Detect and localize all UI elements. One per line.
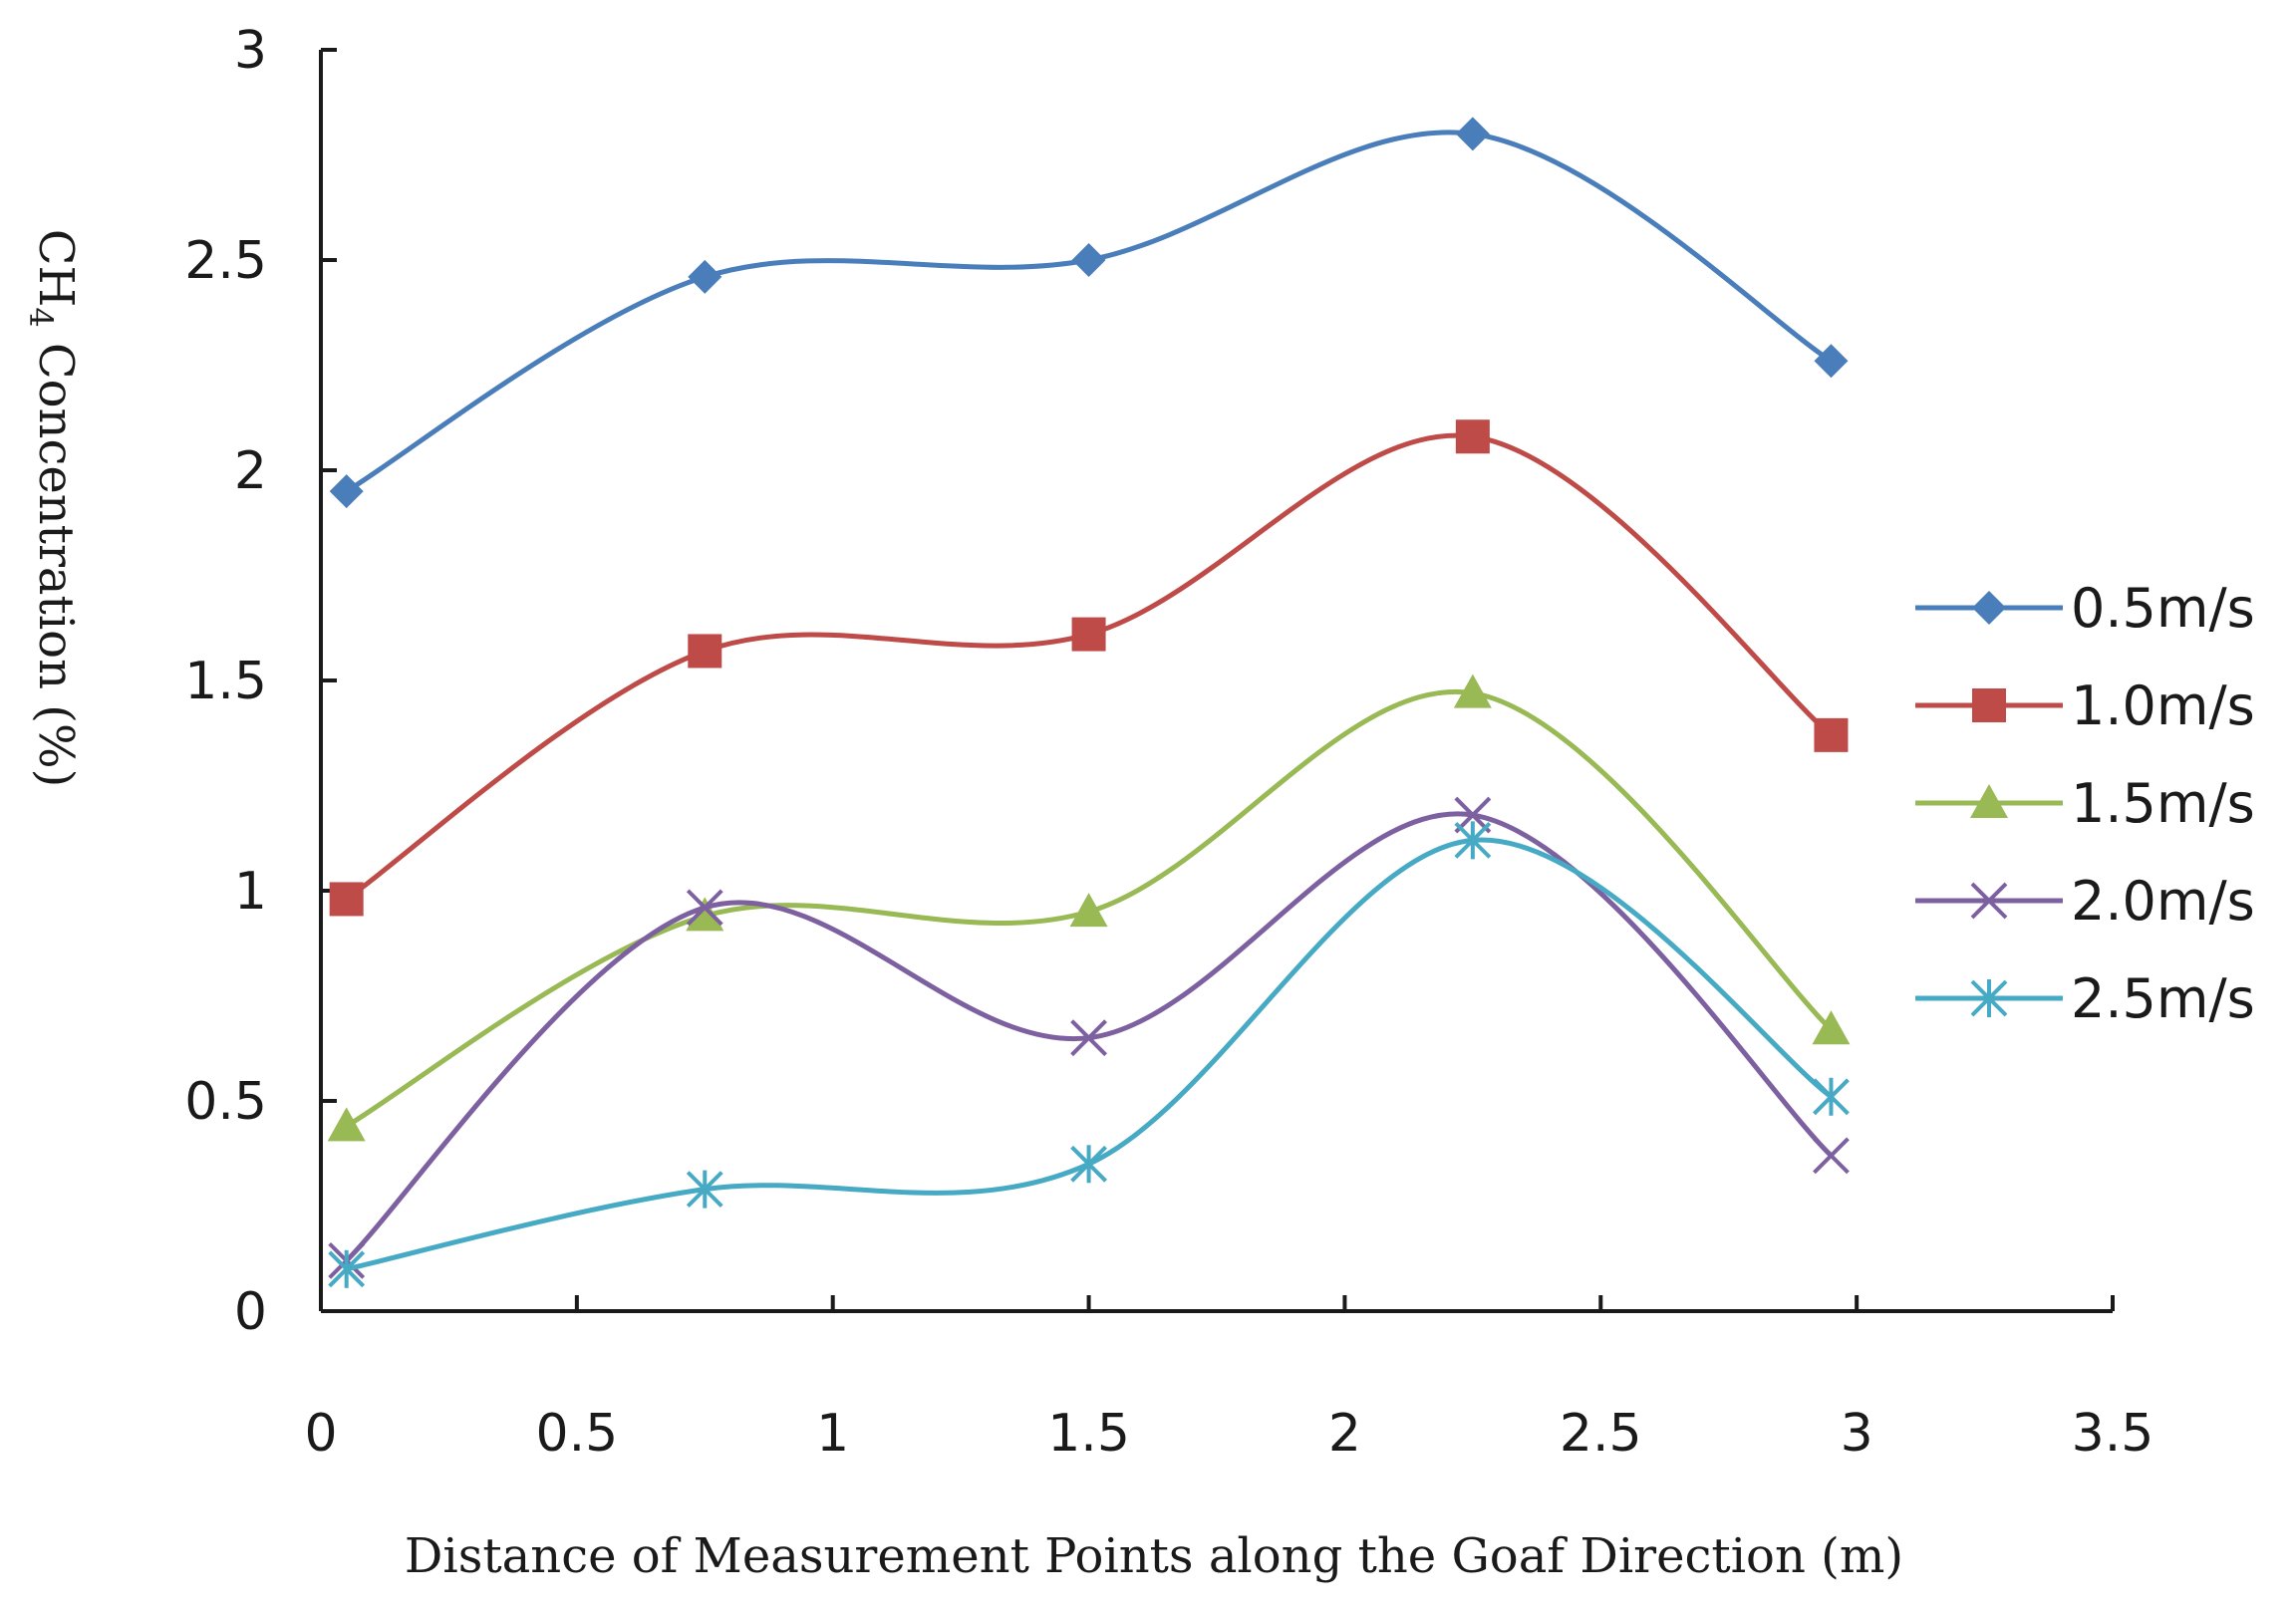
data-point	[1070, 1145, 1107, 1184]
series-1.0m/s	[329, 419, 1849, 917]
legend-item: 1.0m/s	[1915, 674, 2255, 737]
x-tick-label: 1.5	[1047, 1404, 1130, 1464]
y-axis-title-subscript: 4	[22, 307, 60, 327]
series-line	[345, 130, 1833, 494]
data-point	[1069, 893, 1108, 928]
y-axis-title-suffix: Concentration (%)	[28, 328, 84, 788]
series-2.5m/s	[328, 821, 1850, 1288]
data-point	[686, 897, 724, 932]
data-point	[329, 474, 364, 509]
x-tick-label: 1	[816, 1404, 849, 1464]
x-tick-label: 3.5	[2072, 1404, 2154, 1464]
legend-label: 2.5m/s	[2071, 967, 2255, 1030]
data-point	[1814, 717, 1849, 752]
legend-marker	[1970, 979, 2008, 1017]
data-point	[1070, 1019, 1107, 1057]
x-axis-title: Distance of Measurement Points along the…	[405, 1528, 1903, 1584]
data-point	[1814, 344, 1849, 379]
legend-item: 2.5m/s	[1915, 967, 2255, 1030]
data-point	[327, 1107, 366, 1142]
y-axis-title-prefix: CH	[28, 229, 84, 308]
legend-marker	[1970, 882, 2008, 920]
y-tick-label: 0.5	[184, 1072, 267, 1132]
y-tick-label: 3	[234, 21, 267, 81]
legend-label: 1.0m/s	[2071, 674, 2255, 737]
x-tick-label: 0	[304, 1404, 337, 1464]
legend-marker	[1972, 591, 2006, 625]
data-point	[1812, 1010, 1851, 1045]
data-point	[328, 1249, 366, 1288]
y-tick-label: 1.5	[184, 652, 267, 711]
legend-label: 2.0m/s	[2071, 870, 2255, 933]
series-line	[345, 432, 1834, 902]
data-point	[688, 259, 722, 294]
series-layer	[327, 117, 1851, 1288]
x-tick-label: 0.5	[536, 1404, 619, 1464]
legend-item: 2.0m/s	[1915, 870, 2255, 933]
series-2.0m/s	[328, 796, 1850, 1279]
legend-item: 1.5m/s	[1915, 772, 2255, 835]
marker-stroke	[1970, 882, 2008, 920]
data-point	[1813, 1137, 1850, 1175]
legend: 0.5m/s 1.0m/s 1.5m/s 2.0m/s 2.5m/s	[1915, 577, 2255, 1030]
axes: 0 0.5 1 1.5 2 2.5 3 0 0.5 1 1.5 2 2.5 3 3.5	[184, 21, 2153, 1464]
data-point	[686, 1170, 723, 1209]
data-point	[1455, 117, 1490, 151]
series-line	[345, 688, 1834, 1129]
series-1.5m/s	[327, 674, 1851, 1142]
legend-marker	[1970, 784, 2008, 818]
marker-stroke	[1813, 1137, 1850, 1175]
data-point	[1454, 821, 1492, 860]
data-point	[1813, 1077, 1850, 1116]
data-point	[329, 882, 364, 917]
x-tick-label: 3	[1841, 1404, 1873, 1464]
marker-stroke	[1070, 1019, 1107, 1057]
y-tick-label: 0	[234, 1282, 267, 1342]
legend-marker	[1972, 688, 2006, 722]
y-axis-title: CH4 Concentration (%)	[22, 229, 84, 788]
y-tick-label: 2.5	[184, 231, 267, 291]
y-tick-label: 2	[234, 441, 267, 501]
data-point	[1071, 243, 1106, 277]
marker-stroke	[686, 889, 723, 927]
series-0.5m/s	[329, 117, 1849, 509]
legend-label: 1.5m/s	[2071, 772, 2255, 835]
data-point	[1455, 419, 1490, 454]
data-point	[688, 634, 722, 669]
data-point	[1071, 617, 1106, 652]
x-tick-label: 2	[1328, 1404, 1361, 1464]
x-tick-label: 2.5	[1560, 1404, 1642, 1464]
y-tick-label: 1	[234, 862, 267, 922]
legend-item: 0.5m/s	[1915, 577, 2255, 640]
data-point	[1453, 674, 1492, 708]
legend-label: 0.5m/s	[2071, 577, 2255, 640]
series-line	[346, 837, 1833, 1272]
data-point	[686, 889, 723, 927]
